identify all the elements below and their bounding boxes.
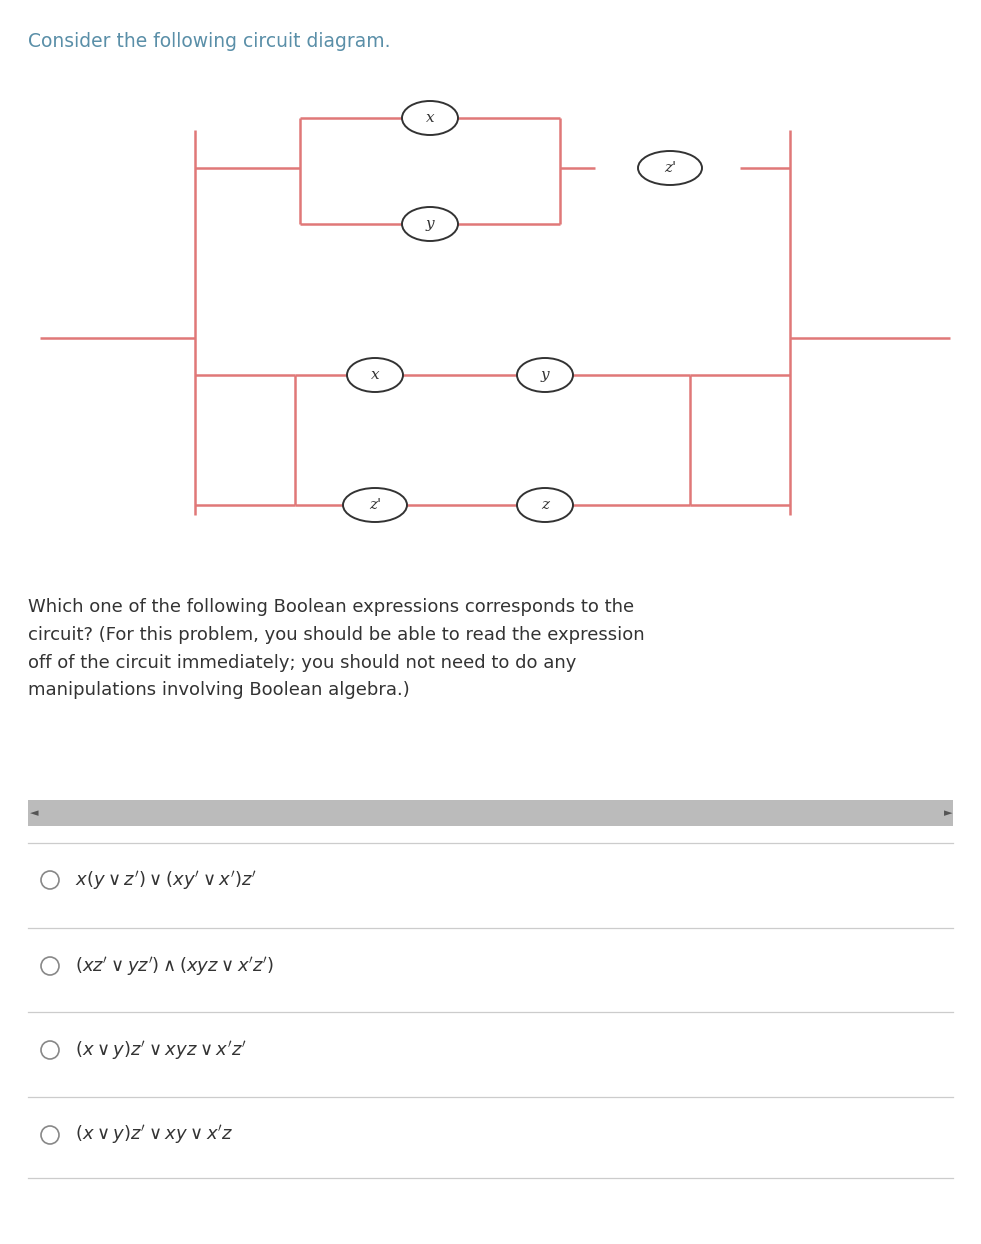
Text: z: z <box>541 498 549 513</box>
Text: ►: ► <box>944 809 952 819</box>
Text: $(x \vee y)z' \vee xyz \vee x'z'$: $(x \vee y)z' \vee xyz \vee x'z'$ <box>75 1039 247 1061</box>
Text: $x(y \vee z') \vee (xy' \vee x')z'$: $x(y \vee z') \vee (xy' \vee x')z'$ <box>75 868 257 892</box>
Text: z': z' <box>664 160 676 175</box>
Text: x: x <box>426 111 435 124</box>
Text: ◄: ◄ <box>30 809 38 819</box>
Text: z': z' <box>369 498 382 513</box>
Ellipse shape <box>402 207 458 241</box>
Text: $(x \vee y)z' \vee xy \vee x'z$: $(x \vee y)z' \vee xy \vee x'z$ <box>75 1123 233 1147</box>
Text: $(xz' \vee yz') \wedge (xyz \vee x'z')$: $(xz' \vee yz') \wedge (xyz \vee x'z')$ <box>75 954 275 978</box>
FancyBboxPatch shape <box>28 800 953 826</box>
Ellipse shape <box>517 488 573 522</box>
Text: y: y <box>541 368 549 382</box>
Text: y: y <box>426 216 435 231</box>
Ellipse shape <box>402 101 458 136</box>
Ellipse shape <box>638 151 702 185</box>
Ellipse shape <box>517 358 573 392</box>
Text: Which one of the following Boolean expressions corresponds to the
circuit? (For : Which one of the following Boolean expre… <box>28 598 645 699</box>
Ellipse shape <box>347 358 403 392</box>
Text: x: x <box>371 368 380 382</box>
Ellipse shape <box>343 488 407 522</box>
Text: Consider the following circuit diagram.: Consider the following circuit diagram. <box>28 32 390 51</box>
